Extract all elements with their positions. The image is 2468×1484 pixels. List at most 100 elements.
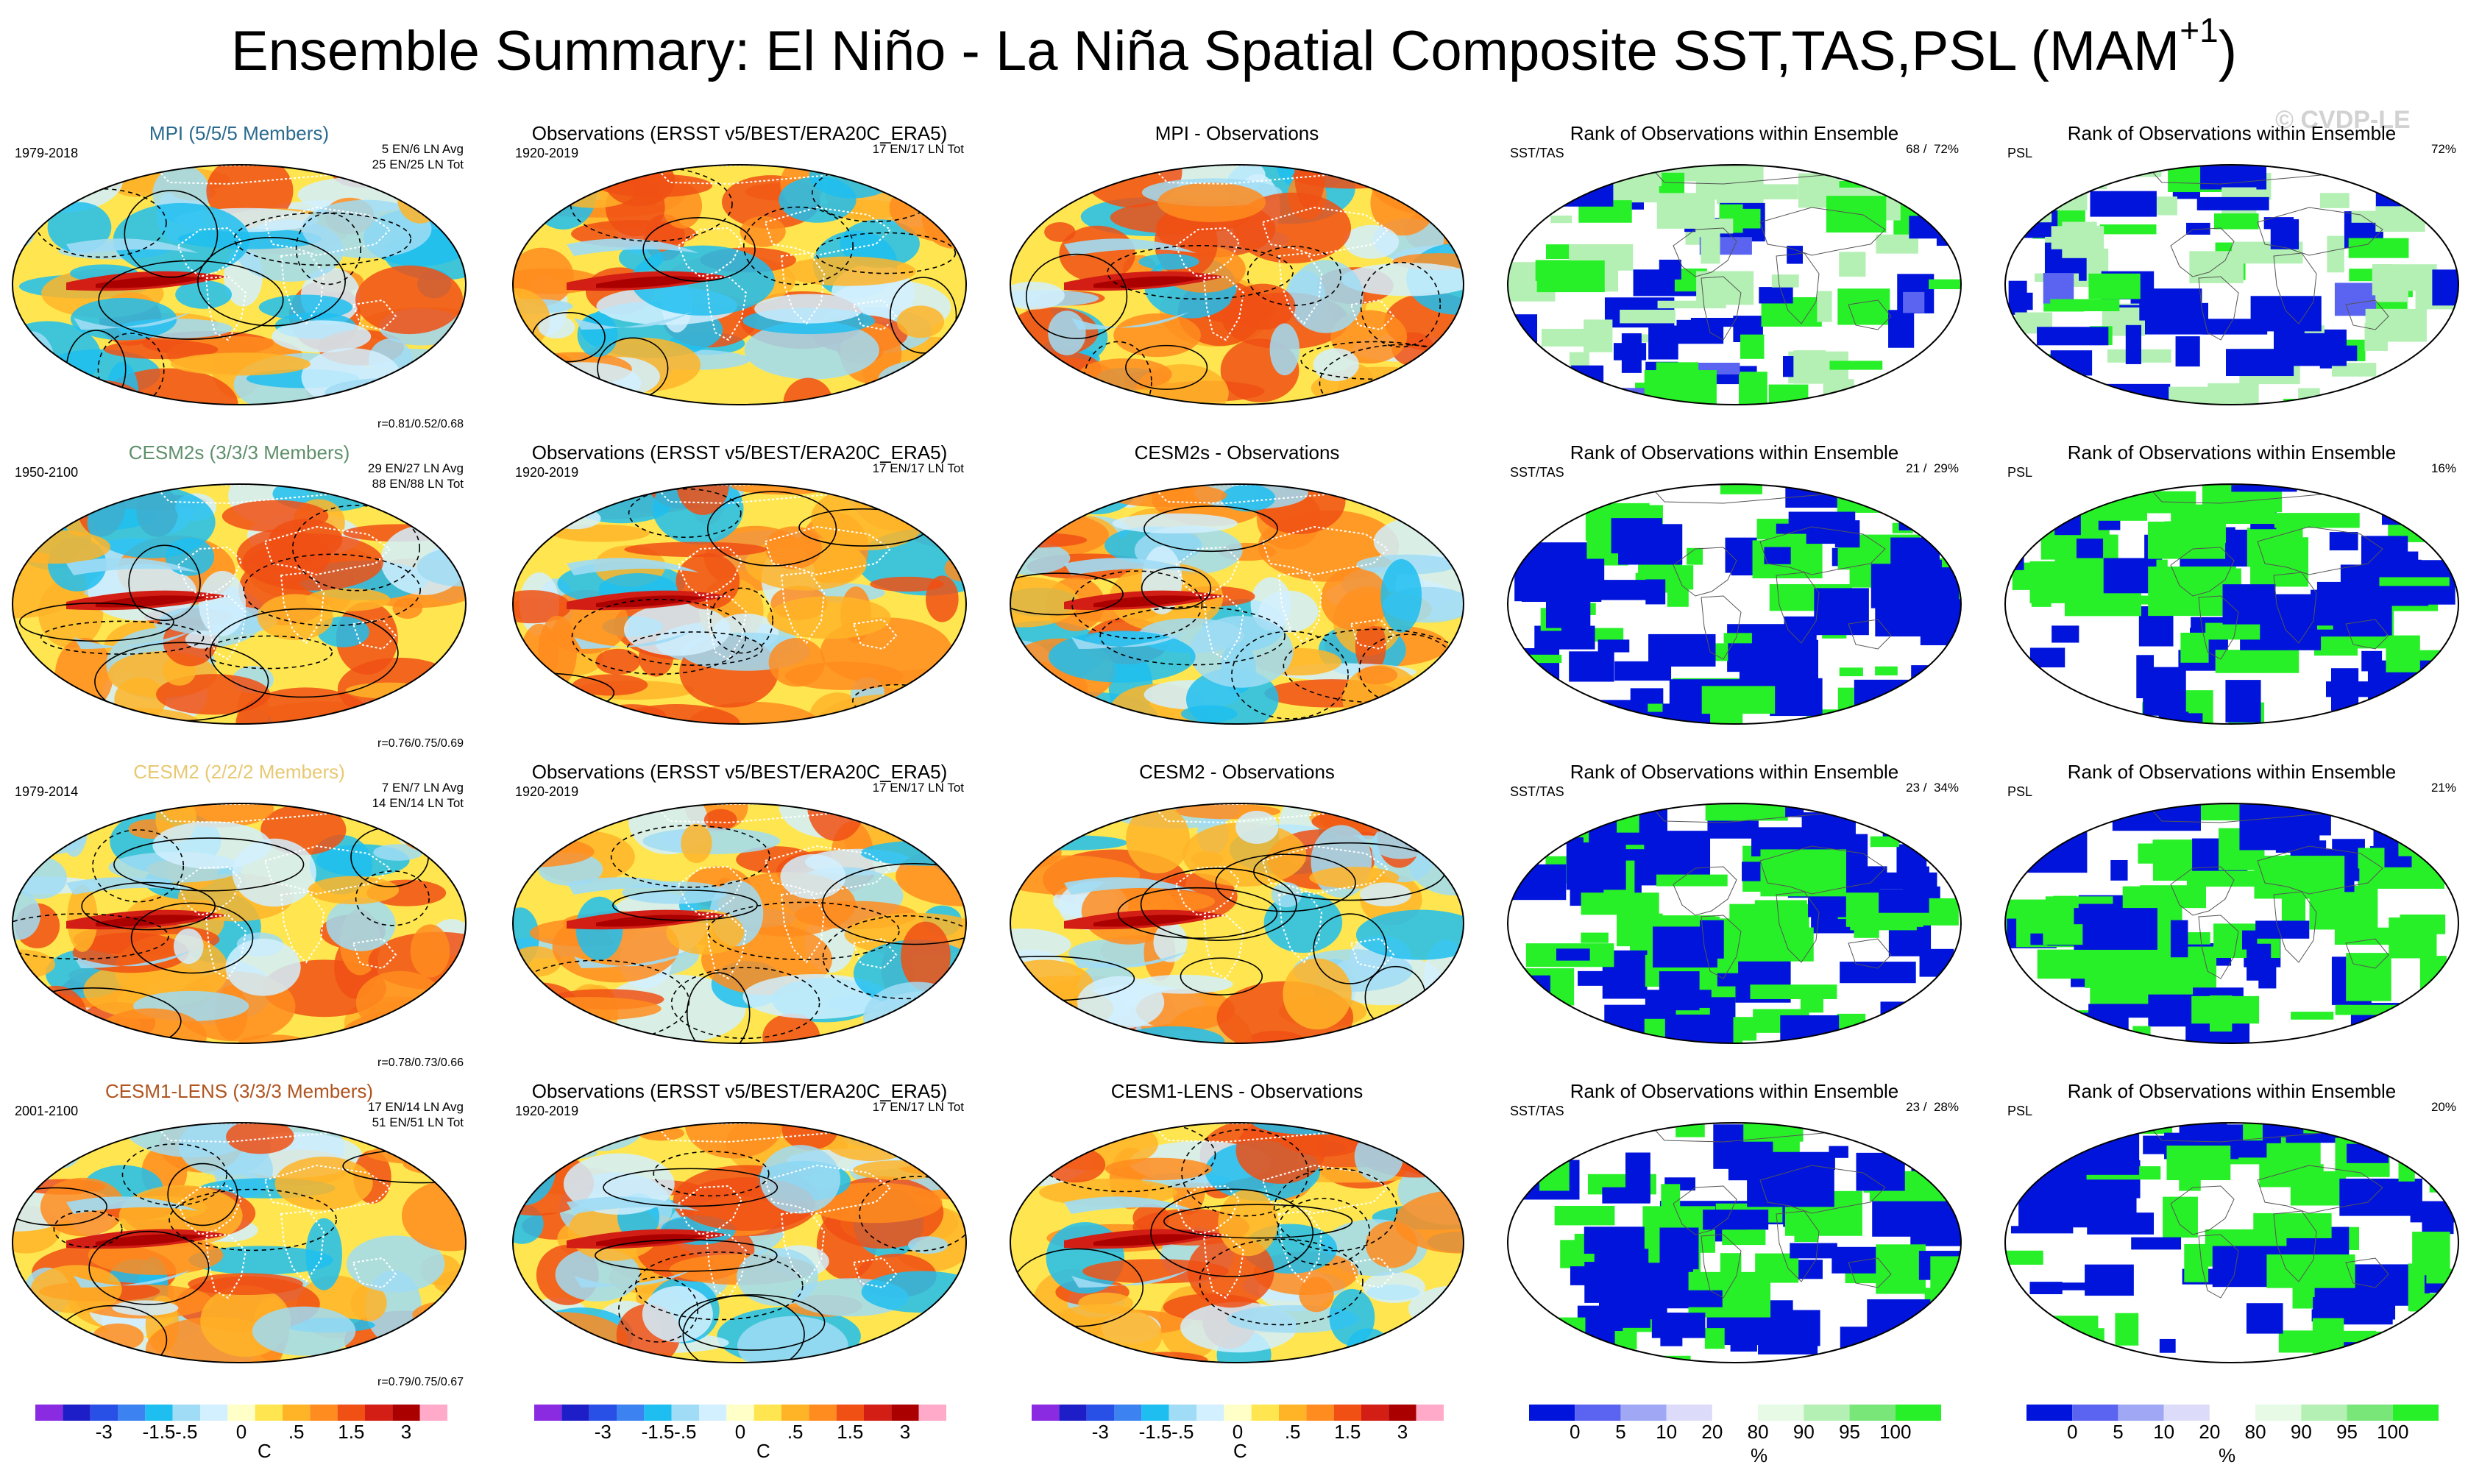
colorbar-tick-label: 80: [1748, 1421, 1769, 1443]
coastline: [2170, 227, 2235, 277]
map-rank_psl: [2004, 1122, 2459, 1363]
panel-obs-row2: Observations (ERSST v5/BEST/ERA20C_ERA5)…: [508, 439, 971, 755]
pattern-correlation: r=0.79/0.75/0.67: [377, 1376, 464, 1388]
coastline: [205, 1233, 247, 1299]
map-border: [1507, 803, 1962, 1044]
colorbar-swatch: [200, 1405, 228, 1421]
coastline: [705, 594, 748, 661]
colorbar-tick-label: 95: [2336, 1421, 2358, 1443]
member-count: 17 EN/17 LN Tot: [872, 781, 964, 795]
coastline: [1701, 276, 1742, 341]
coastline: [1202, 594, 1245, 661]
coastline: [1277, 252, 1323, 325]
colorbar-swatch: [2209, 1405, 2256, 1421]
coastline: [764, 206, 892, 257]
colorbar-swatch: [671, 1405, 699, 1421]
rank-percent: 16%: [2430, 461, 2456, 475]
coastline: [653, 1123, 847, 1143]
coastline: [177, 865, 243, 917]
figure-title-close: ): [2218, 20, 2238, 82]
coastline: [780, 1210, 826, 1283]
colorbar-tick-label: 3: [1397, 1421, 1408, 1443]
colorbar-tick-label: 0: [2067, 1421, 2077, 1443]
colorbar-rank-psl-unit: %: [2219, 1444, 2236, 1466]
coastline: [152, 165, 347, 185]
temp-map-fill: [513, 803, 966, 1043]
coastline: [653, 803, 847, 824]
coastline: [1150, 484, 1344, 505]
colorbar-tick-label: -.5: [674, 1421, 696, 1443]
colorbar-swatch: [1620, 1405, 1667, 1421]
map-rank_sst: [1507, 483, 1962, 725]
pattern-correlation: r=0.81/0.52/0.68: [377, 418, 464, 430]
map-model: [12, 1122, 467, 1363]
colorbar-swatch: [2026, 1405, 2073, 1421]
panel-rank_sst-row1: Rank of Observations within Ensemble SST/…: [1503, 119, 1966, 436]
coastline: [263, 845, 391, 895]
temp-map-fill: [13, 1123, 466, 1363]
member-count: 7 EN/7 LN Avg 14 EN/14 LN Tot: [372, 781, 464, 810]
coastline: [1759, 526, 1886, 575]
panel-title: MPI - Observations: [1155, 122, 1319, 144]
colorbar-tick-label: 3: [900, 1421, 910, 1443]
rank-percent: 68 / 72%: [1906, 142, 1959, 156]
colorbar-swatch: [2301, 1405, 2347, 1421]
colorbar-tick-label: .5: [1285, 1421, 1301, 1443]
panel-title: CESM2 - Observations: [1139, 761, 1335, 783]
colorbar-swatch: [1666, 1405, 1712, 1421]
panel-model-row4: CESM1-LENS (3/3/3 Members) 2001-2100 17 EN…: [7, 1077, 471, 1394]
map-border: [2004, 1122, 2459, 1363]
colorbar-obs: -3 -1.5 -.5 0 .5 1.5 3 C: [531, 1402, 951, 1468]
coastline: [2257, 526, 2383, 575]
colorbar-swatch: [1279, 1405, 1307, 1421]
coastline: [280, 1210, 325, 1283]
coastline: [1150, 165, 1344, 185]
colorbar-swatch: [864, 1405, 892, 1421]
rank-map-fill: [1508, 484, 1961, 724]
colorbar-rank-sst: 0 5 10 20 80 90 95 100 %: [1526, 1402, 1946, 1468]
map-diff: [1010, 803, 1464, 1044]
map-rank_sst: [1507, 803, 1962, 1044]
map-rank_psl: [2004, 803, 2459, 1044]
colorbar-swatch: [1849, 1405, 1896, 1421]
colorbar-model-svg: -3 -1.5 -.5 0 .5 1.5 3: [35, 1405, 447, 1443]
panel-title: Rank of Observations within Ensemble: [2067, 441, 2397, 464]
colorbar-swatch: [1251, 1405, 1279, 1421]
member-count: 17 EN/14 LN Avg 51 EN/51 LN Tot: [367, 1100, 464, 1129]
coastline: [1848, 299, 1892, 330]
period-label: 1950-2100: [15, 465, 79, 480]
coastline: [263, 1164, 391, 1215]
panel-title: Rank of Observations within Ensemble: [1570, 1080, 1899, 1102]
coastline: [1848, 938, 1892, 969]
map-border: [512, 483, 967, 725]
coastline: [1759, 1165, 1886, 1214]
coastline: [764, 845, 892, 895]
panel-diff-row1: MPI - Observations: [1005, 119, 1469, 436]
rank-percent: 72%: [2430, 142, 2456, 156]
panel-title: Rank of Observations within Ensemble: [1570, 122, 1899, 144]
temp-map-fill: [1010, 1123, 1464, 1363]
colorbar-swatch: [145, 1405, 173, 1421]
coastline: [677, 1185, 743, 1236]
coastline: [1174, 865, 1241, 917]
coastline: [152, 484, 347, 505]
coastline: [1848, 619, 1892, 650]
coastline: [1673, 1185, 1737, 1235]
coastline: [2170, 547, 2235, 597]
coastline: [1673, 547, 1737, 597]
coastline: [1277, 1210, 1323, 1283]
colorbar-tick-label: 100: [1879, 1421, 1911, 1443]
colorbar-swatch: [753, 1405, 781, 1421]
colorbar-swatch: [836, 1405, 864, 1421]
panel-title: CESM1-LENS - Observations: [1110, 1080, 1364, 1102]
coastline: [764, 1164, 892, 1215]
coastline: [1277, 890, 1323, 964]
coastline: [2273, 572, 2317, 644]
colorbar-tick-label: -1.5: [143, 1421, 176, 1443]
coastline: [152, 1123, 347, 1143]
coastline: [1701, 595, 1742, 660]
member-count: 17 EN/17 LN Tot: [872, 461, 964, 475]
colorbar-swatch: [644, 1405, 672, 1421]
variable-label: SST/TAS: [1510, 784, 1564, 799]
coastline: [1277, 571, 1323, 645]
